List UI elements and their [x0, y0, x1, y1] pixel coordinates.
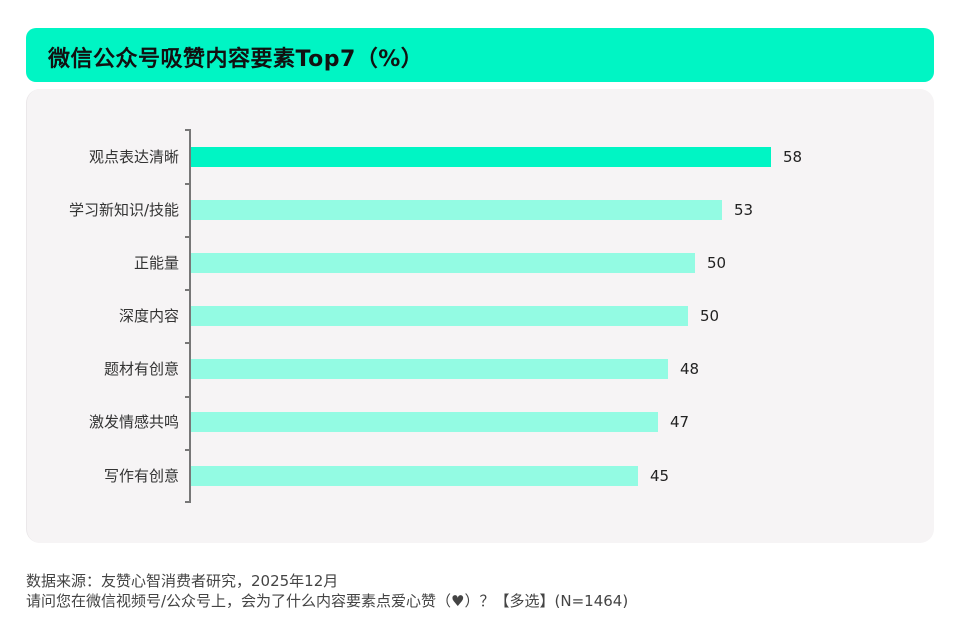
axis-tick [185, 129, 190, 131]
axis-tick [185, 449, 190, 451]
bar-row: 学习新知识/技能 53 [0, 200, 960, 220]
bar-row: 激发情感共鸣 47 [0, 412, 960, 432]
bar-row: 正能量 50 [0, 253, 960, 273]
bar [191, 412, 658, 432]
value-label: 50 [707, 254, 727, 272]
value-label: 58 [783, 148, 803, 166]
survey-question: 请问您在微信视频号/公众号上，会为了什么内容要素点爱心赞（♥）？【多选】(N=1… [26, 592, 629, 610]
chart-title-banner: 微信公众号吸赞内容要素Top7（%） [26, 28, 934, 82]
axis-tick [185, 342, 190, 344]
category-label: 写作有创意 [103, 467, 179, 485]
bar-row: 深度内容 50 [0, 306, 960, 326]
axis-tick [185, 396, 190, 398]
value-label: 48 [680, 360, 700, 378]
axis-tick [185, 289, 190, 291]
value-label: 45 [650, 467, 670, 485]
bar [191, 200, 722, 220]
category-label: 正能量 [133, 254, 179, 272]
chart-footer: 数据来源：友赞心智消费者研究，2025年12月 请问您在微信视频号/公众号上，会… [26, 571, 628, 611]
bar-row: 写作有创意 45 [0, 466, 960, 486]
source-note: 数据来源：友赞心智消费者研究，2025年12月 [26, 572, 339, 590]
category-label: 题材有创意 [103, 360, 179, 378]
value-label: 53 [734, 201, 754, 219]
bar [191, 253, 695, 273]
value-label: 47 [670, 413, 690, 431]
axis-tick [185, 183, 190, 185]
chart-title: 微信公众号吸赞内容要素Top7（%） [48, 47, 424, 72]
bar-row: 题材有创意 48 [0, 359, 960, 379]
bar [191, 359, 668, 379]
value-label: 50 [700, 307, 720, 325]
bar [191, 306, 688, 326]
y-axis-line [189, 129, 191, 503]
category-label: 学习新知识/技能 [68, 201, 179, 219]
category-label: 深度内容 [118, 307, 179, 325]
category-label: 激发情感共鸣 [88, 413, 179, 431]
axis-tick [185, 236, 190, 238]
highlighted-bar [191, 147, 771, 167]
bar [191, 466, 638, 486]
bar-row: 观点表达清晰 58 [0, 147, 960, 167]
category-label: 观点表达清晰 [88, 148, 179, 166]
axis-tick [185, 501, 190, 503]
